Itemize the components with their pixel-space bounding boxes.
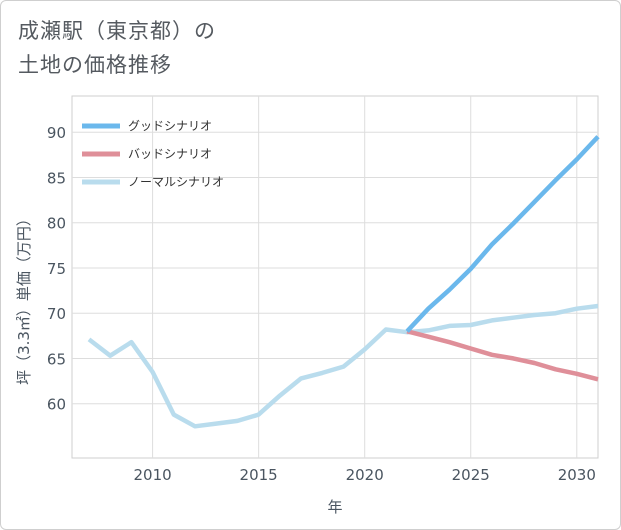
legend-label: ノーマルシナリオ — [128, 175, 224, 189]
y-tick-label: 85 — [47, 169, 66, 187]
y-axis-title: 坪（3.3㎡）単価（万円） — [15, 211, 33, 385]
y-tick-label: 70 — [47, 305, 66, 323]
y-tick-label: 80 — [47, 215, 66, 233]
series-line-1 — [406, 329, 599, 382]
title-line-1: 成瀬駅（東京都）の — [18, 19, 216, 43]
series-line-2 — [87, 303, 599, 429]
y-tick-label: 65 — [47, 350, 66, 368]
x-tick-label: 2025 — [452, 466, 490, 484]
x-axis-title: 年 — [327, 498, 342, 516]
legend-label: グッドシナリオ — [128, 119, 212, 133]
plot-area — [71, 95, 599, 459]
x-tick-label: 2015 — [240, 466, 278, 484]
legend-label: バッドシナリオ — [128, 147, 212, 161]
x-tick-label: 2010 — [134, 466, 172, 484]
title-line-2: 土地の価格推移 — [18, 53, 172, 77]
series-line-0 — [405, 135, 600, 333]
x-tick-label: 2030 — [558, 466, 596, 484]
y-tick-label: 60 — [47, 396, 66, 414]
y-tick-label: 90 — [47, 124, 66, 142]
tick-labels: 2010 2015 2020 2025 2030 60 65 70 75 80 85 90 — [47, 124, 596, 484]
series-lines — [87, 135, 600, 429]
x-tick-label: 2020 — [346, 466, 384, 484]
chart-title: 成瀬駅（東京都）の 土地の価格推移 — [18, 14, 216, 82]
y-tick-label: 75 — [47, 260, 66, 278]
